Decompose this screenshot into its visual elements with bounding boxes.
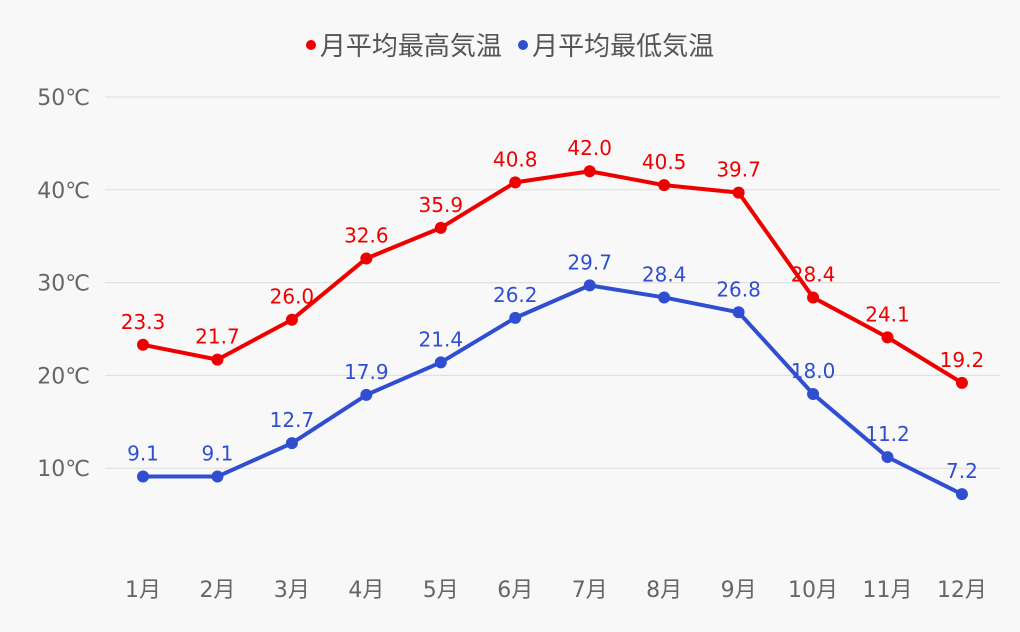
data-label: 39.7 bbox=[716, 158, 761, 182]
x-tick-label: 9月 bbox=[721, 578, 757, 603]
data-point bbox=[211, 353, 224, 366]
data-point bbox=[583, 165, 596, 178]
data-point bbox=[211, 470, 224, 483]
legend-label-high: 月平均最高気温 bbox=[319, 32, 502, 62]
data-point bbox=[509, 311, 522, 324]
data-point bbox=[285, 313, 298, 326]
y-tick-label: 20℃ bbox=[37, 364, 90, 389]
data-point bbox=[658, 179, 671, 192]
legend-label-low: 月平均最低気温 bbox=[532, 32, 715, 62]
x-tick-label: 12月 bbox=[937, 578, 987, 603]
data-label: 28.4 bbox=[791, 262, 836, 286]
legend-item-low[interactable]: 月平均最低気温 bbox=[518, 26, 714, 63]
y-tick-label: 40℃ bbox=[37, 179, 90, 204]
x-tick-label: 10月 bbox=[788, 578, 838, 603]
data-label: 9.1 bbox=[202, 442, 234, 466]
data-point bbox=[807, 387, 820, 400]
series-line-high bbox=[142, 169, 963, 385]
x-tick-label: 3月 bbox=[274, 578, 310, 603]
y-tick-label: 10℃ bbox=[37, 457, 90, 482]
data-label: 28.4 bbox=[642, 262, 687, 286]
data-point bbox=[955, 376, 968, 389]
data-label: 18.0 bbox=[791, 359, 836, 383]
x-tick-label: 8月 bbox=[646, 578, 682, 603]
data-point bbox=[137, 338, 149, 351]
data-label: 42.0 bbox=[567, 136, 612, 160]
data-label: 12.7 bbox=[270, 408, 315, 432]
legend: 月平均最高気温 月平均最低気温 bbox=[0, 26, 1020, 63]
data-label: 11.2 bbox=[865, 422, 910, 446]
data-point bbox=[807, 291, 820, 304]
data-label: 26.8 bbox=[716, 277, 761, 301]
data-point bbox=[583, 279, 596, 292]
data-label: 19.2 bbox=[940, 348, 985, 372]
data-label: 17.9 bbox=[344, 360, 389, 384]
data-point bbox=[360, 252, 373, 265]
data-label: 24.1 bbox=[865, 302, 910, 326]
data-label: 26.2 bbox=[493, 283, 538, 307]
data-label: 29.7 bbox=[567, 250, 612, 274]
legend-item-high[interactable]: 月平均最高気温 bbox=[305, 26, 502, 63]
data-point bbox=[285, 437, 298, 450]
x-tick-label: 6月 bbox=[497, 578, 533, 603]
data-point bbox=[732, 306, 745, 319]
legend-marker-high bbox=[305, 39, 316, 50]
x-tick-label: 4月 bbox=[348, 578, 384, 603]
data-label: 32.6 bbox=[344, 223, 389, 247]
data-point bbox=[434, 221, 447, 234]
data-label: 40.5 bbox=[642, 150, 687, 174]
data-point bbox=[658, 291, 671, 304]
legend-marker-low bbox=[518, 39, 529, 50]
data-label: 21.7 bbox=[195, 325, 240, 349]
data-point bbox=[434, 356, 447, 369]
data-label: 23.3 bbox=[121, 310, 166, 334]
data-label: 35.9 bbox=[419, 193, 464, 217]
data-point bbox=[360, 388, 373, 401]
data-point bbox=[137, 470, 149, 483]
series-line-low bbox=[143, 283, 963, 496]
x-tick-label: 2月 bbox=[199, 578, 235, 603]
data-label: 40.8 bbox=[493, 147, 538, 171]
data-label: 9.1 bbox=[127, 442, 159, 466]
x-tick-label: 11月 bbox=[863, 578, 913, 603]
data-point bbox=[955, 488, 968, 501]
data-label: 26.0 bbox=[270, 285, 315, 309]
data-point bbox=[509, 176, 522, 189]
data-label: 21.4 bbox=[419, 327, 464, 351]
x-tick-label: 7月 bbox=[572, 578, 608, 603]
x-tick-label: 5月 bbox=[423, 578, 459, 603]
data-point bbox=[881, 451, 894, 464]
data-point bbox=[881, 331, 894, 344]
y-tick-label: 30℃ bbox=[37, 272, 90, 297]
data-label: 7.2 bbox=[946, 459, 978, 483]
data-point bbox=[732, 186, 745, 199]
x-tick-label: 1月 bbox=[125, 578, 161, 603]
y-tick-label: 50℃ bbox=[37, 86, 90, 111]
